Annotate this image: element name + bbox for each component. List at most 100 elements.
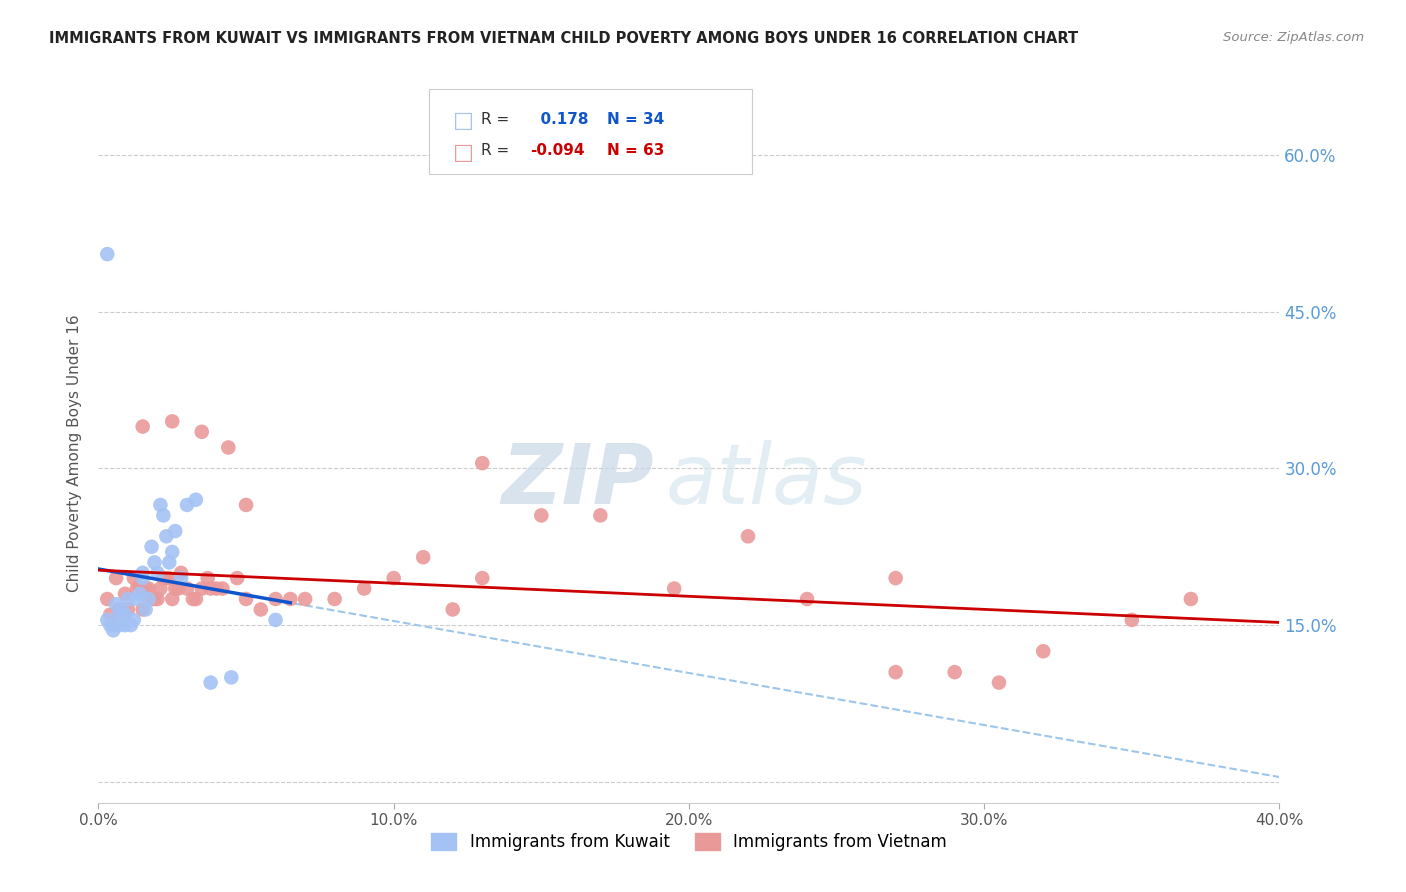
Point bbox=[132, 571, 155, 585]
Point bbox=[108, 618, 131, 632]
Point bbox=[530, 508, 553, 523]
Point bbox=[235, 592, 257, 607]
Point bbox=[796, 592, 818, 607]
Point bbox=[152, 508, 174, 523]
Point bbox=[280, 592, 302, 607]
Point bbox=[105, 571, 128, 585]
Point bbox=[235, 498, 257, 512]
Point bbox=[143, 556, 166, 570]
Point bbox=[589, 508, 612, 523]
Point bbox=[96, 247, 118, 261]
Point bbox=[157, 571, 180, 585]
Point bbox=[138, 592, 160, 607]
Text: IMMIGRANTS FROM KUWAIT VS IMMIGRANTS FROM VIETNAM CHILD POVERTY AMONG BOYS UNDER: IMMIGRANTS FROM KUWAIT VS IMMIGRANTS FRO… bbox=[49, 31, 1078, 46]
Point bbox=[264, 613, 287, 627]
Point bbox=[98, 618, 121, 632]
Point bbox=[471, 571, 494, 585]
Text: N = 63: N = 63 bbox=[607, 143, 665, 158]
Point bbox=[98, 607, 121, 622]
Point bbox=[157, 556, 180, 570]
Point bbox=[152, 571, 174, 585]
Point bbox=[226, 571, 249, 585]
Point bbox=[184, 592, 207, 607]
Point bbox=[149, 582, 172, 596]
Point bbox=[988, 675, 1011, 690]
Point bbox=[128, 582, 150, 596]
Point bbox=[149, 498, 172, 512]
Text: N = 34: N = 34 bbox=[607, 112, 665, 127]
Point bbox=[191, 425, 214, 439]
Point bbox=[471, 456, 494, 470]
Point bbox=[250, 602, 273, 616]
Point bbox=[114, 607, 136, 622]
Point bbox=[170, 566, 193, 580]
Text: 0.178: 0.178 bbox=[530, 112, 589, 127]
Point bbox=[111, 602, 134, 616]
Point bbox=[141, 592, 163, 607]
Point bbox=[162, 592, 183, 607]
Point bbox=[132, 566, 155, 580]
Point bbox=[122, 613, 145, 627]
Point bbox=[197, 571, 219, 585]
Text: atlas: atlas bbox=[665, 440, 868, 521]
Point bbox=[181, 592, 204, 607]
Point bbox=[146, 592, 169, 607]
Point bbox=[884, 571, 907, 585]
Point bbox=[114, 587, 136, 601]
Point bbox=[108, 602, 131, 616]
Text: R =: R = bbox=[481, 112, 509, 127]
Point bbox=[353, 582, 375, 596]
Point bbox=[132, 419, 155, 434]
Point bbox=[117, 592, 139, 607]
Point bbox=[120, 618, 142, 632]
Point bbox=[191, 582, 214, 596]
Point bbox=[264, 592, 287, 607]
Point bbox=[884, 665, 907, 680]
Point bbox=[943, 665, 966, 680]
Point bbox=[176, 498, 198, 512]
Point bbox=[664, 582, 686, 596]
Point bbox=[141, 540, 163, 554]
Text: □: □ bbox=[453, 112, 474, 131]
Text: ZIP: ZIP bbox=[501, 440, 654, 521]
Point bbox=[382, 571, 405, 585]
Point bbox=[165, 582, 187, 596]
Point bbox=[162, 545, 183, 559]
Text: -0.094: -0.094 bbox=[530, 143, 585, 158]
Point bbox=[105, 597, 128, 611]
Point bbox=[167, 582, 190, 596]
Point bbox=[128, 587, 150, 601]
Point bbox=[294, 592, 316, 607]
Point bbox=[132, 602, 155, 616]
Point bbox=[125, 592, 148, 607]
Point bbox=[138, 582, 160, 596]
Legend: Immigrants from Kuwait, Immigrants from Vietnam: Immigrants from Kuwait, Immigrants from … bbox=[425, 826, 953, 857]
Point bbox=[412, 550, 434, 565]
Point bbox=[117, 602, 139, 616]
Point bbox=[122, 571, 145, 585]
Point bbox=[135, 582, 157, 596]
Y-axis label: Child Poverty Among Boys Under 16: Child Poverty Among Boys Under 16 bbox=[67, 314, 83, 591]
Point bbox=[184, 492, 207, 507]
Point bbox=[1121, 613, 1143, 627]
Text: □: □ bbox=[453, 143, 474, 162]
Point bbox=[103, 624, 125, 638]
Point bbox=[1032, 644, 1054, 658]
Point bbox=[211, 582, 233, 596]
Point bbox=[162, 414, 183, 428]
Point bbox=[155, 571, 177, 585]
Point bbox=[155, 529, 177, 543]
Point bbox=[205, 582, 228, 596]
Point bbox=[737, 529, 759, 543]
Point bbox=[200, 675, 222, 690]
Point bbox=[96, 613, 118, 627]
Point bbox=[111, 602, 134, 616]
Point bbox=[146, 566, 169, 580]
Point bbox=[103, 618, 125, 632]
Point bbox=[114, 618, 136, 632]
Text: Source: ZipAtlas.com: Source: ZipAtlas.com bbox=[1223, 31, 1364, 45]
Point bbox=[170, 571, 193, 585]
Point bbox=[108, 607, 131, 622]
Point bbox=[323, 592, 346, 607]
Point bbox=[221, 670, 243, 684]
